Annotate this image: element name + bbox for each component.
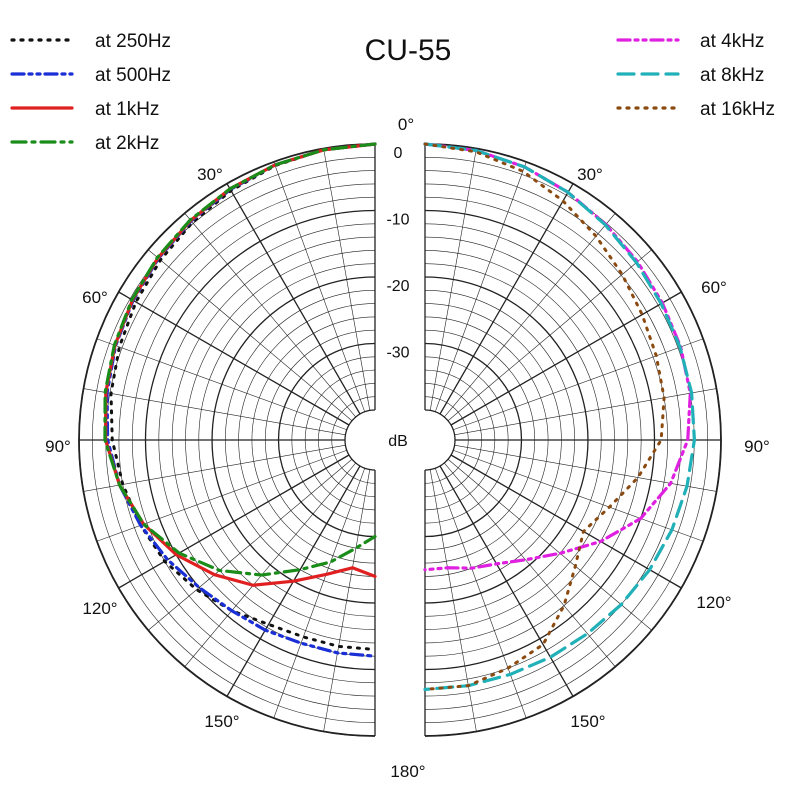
outer-rim-right	[424, 143, 722, 737]
radial-tick-labels: 0 -10 -20 -30	[386, 145, 409, 362]
grid-spoke-left	[323, 148, 371, 411]
grid-spoke-right	[439, 465, 574, 697]
grid-spoke-right	[439, 183, 574, 415]
radial-unit-label: dB	[388, 433, 408, 450]
grid-spoke-left	[118, 454, 350, 589]
series-line-7	[423, 142, 666, 691]
angle-label: 120°	[696, 593, 731, 612]
grid-spoke-right	[444, 462, 616, 667]
grid-circle-right	[424, 409, 456, 471]
angle-label: 90°	[45, 437, 71, 456]
grid-spoke-left	[83, 388, 346, 436]
polar-grid	[78, 143, 722, 737]
grid-spoke-right	[450, 291, 682, 426]
series-line-6	[423, 142, 696, 692]
grid-spoke-right	[453, 338, 704, 431]
legend-label: at 1kHz	[95, 99, 159, 120]
radial-tick-label: 0	[394, 145, 403, 162]
outer-rim-left	[78, 143, 376, 737]
grid-spoke-left	[148, 249, 353, 421]
grid-spoke-left	[96, 449, 347, 542]
grid-spoke-right	[454, 388, 717, 436]
radial-tick-label: -10	[386, 212, 409, 229]
grid-spoke-right	[447, 249, 652, 421]
legend-label: at 250Hz	[95, 31, 171, 52]
chart-title: CU-55	[365, 34, 452, 67]
angle-label: 30°	[577, 165, 603, 184]
angle-label: 60°	[701, 278, 727, 297]
grid-spoke-right	[444, 213, 616, 418]
legend-label: at 4kHz	[700, 31, 764, 52]
grid-spoke-left	[273, 161, 366, 412]
grid-spoke-left	[323, 469, 371, 732]
angle-label: 30°	[197, 165, 223, 184]
radial-tick-label: -20	[386, 278, 409, 295]
angle-label: 60°	[82, 288, 108, 307]
series-line-5	[423, 142, 692, 572]
grid-spoke-right	[454, 444, 717, 492]
response-curves	[103, 142, 696, 692]
grid-spoke-right	[447, 459, 652, 631]
grid-spoke-left	[184, 462, 356, 667]
grid-spoke-left	[118, 291, 350, 426]
grid-spoke-left	[226, 183, 361, 415]
legend-label: at 500Hz	[95, 65, 171, 86]
series-line-4	[103, 142, 377, 577]
angle-label: 150°	[204, 712, 239, 731]
angle-label: 180°	[390, 762, 425, 781]
angle-label: 120°	[82, 599, 117, 618]
grid-spoke-left	[148, 459, 353, 631]
grid-spoke-left	[83, 444, 346, 492]
grid-spoke-right	[429, 469, 477, 732]
angle-label: 0°	[398, 115, 414, 134]
radial-tick-label: -30	[386, 345, 409, 362]
angle-label: 90°	[744, 437, 770, 456]
grid-spoke-right	[453, 449, 704, 542]
series-line-1	[109, 142, 377, 652]
legend-label: at 8kHz	[700, 65, 764, 86]
grid-spoke-right	[429, 148, 477, 411]
legend-label: at 2kHz	[95, 133, 159, 154]
legend-label: at 16kHz	[700, 99, 775, 120]
grid-spoke-right	[434, 468, 527, 719]
grid-spoke-right	[450, 454, 682, 589]
grid-circle-left	[344, 409, 376, 471]
grid-spoke-left	[273, 468, 366, 719]
grid-spoke-right	[434, 161, 527, 412]
angle-labels: 0° 30° 60° 90° 120° 150° 180° 30° 60° 90° 120° 150°	[45, 115, 770, 781]
angle-label: 150°	[570, 712, 605, 731]
grid-spoke-left	[96, 338, 347, 431]
grid-spoke-left	[184, 213, 356, 418]
legend: at 250Hz at 500Hz at 1kHz at 2kHz at 4kHz at …	[10, 31, 775, 154]
